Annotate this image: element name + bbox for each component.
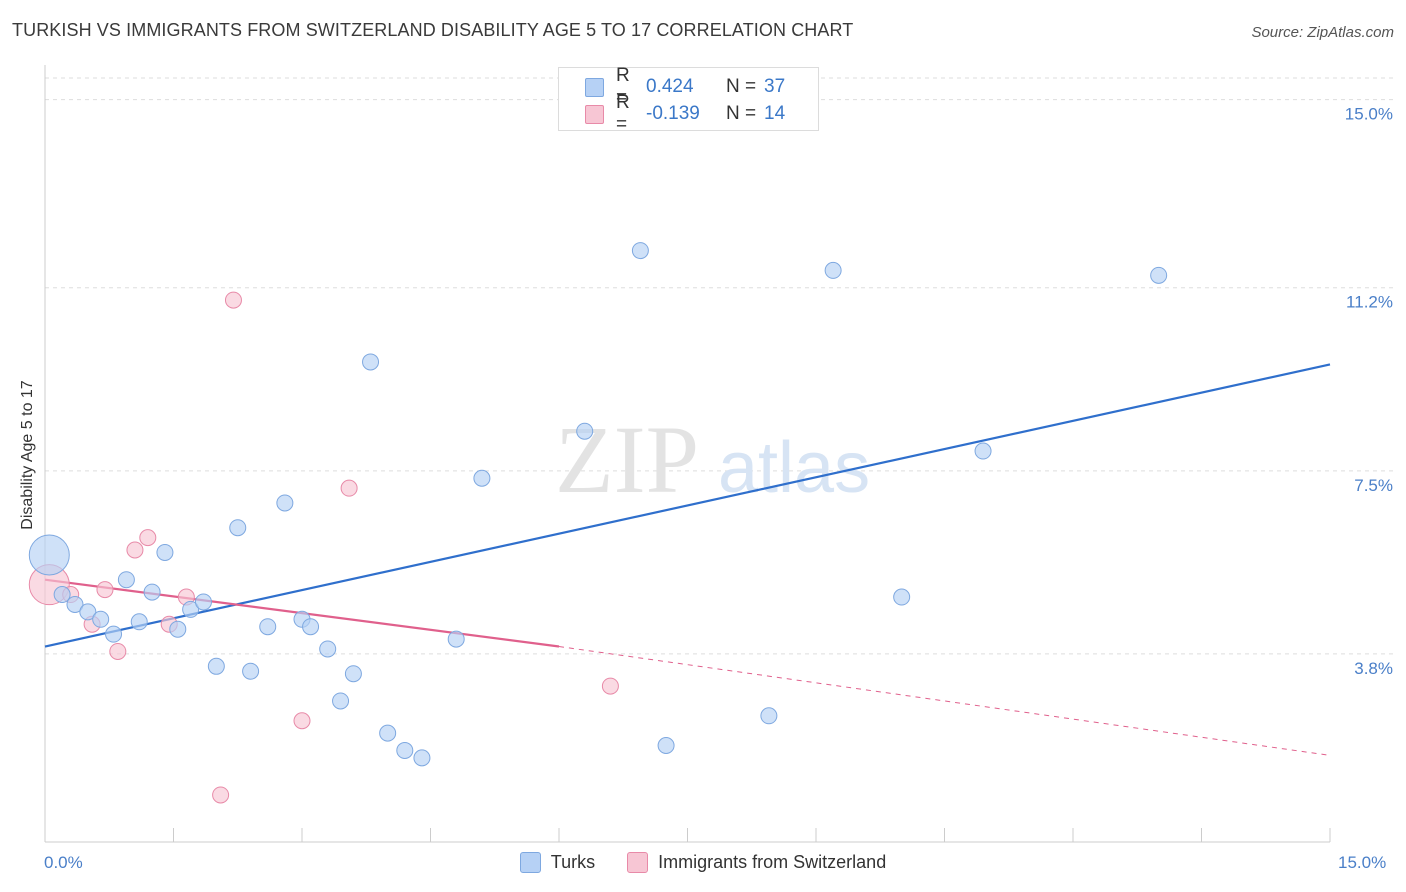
source-label: Source: ZipAtlas.com [1251,24,1394,41]
axes [44,65,1331,843]
legend-swatch-swiss [585,104,604,124]
legend-r-label: R = [616,92,630,135]
point-turks [92,610,110,628]
legend-r-value: -0.139 [646,103,700,124]
point-turks [276,494,294,512]
y-tick-label: 7.5% [1354,476,1393,495]
point-turks [182,600,200,618]
point-turks [169,620,187,638]
point-turks [657,736,675,754]
point-turks [28,534,70,576]
series-legend-turks: Turks [519,852,596,873]
watermark: ZIP atlas [555,406,870,513]
data-points [28,242,1168,804]
point-swiss [126,541,144,559]
watermark-atlas: atlas [718,428,870,508]
legend-row-swiss: R = -0.139 N = 14 [585,92,786,135]
series-swatch-turks [519,852,541,873]
point-turks [143,583,161,601]
legend-n-value: 37 [764,76,786,97]
point-swiss [293,712,311,730]
legend-n-label: N = [726,76,757,97]
point-turks [396,741,414,759]
point-turks [156,543,174,561]
point-swiss [340,479,358,497]
point-turks [207,657,225,675]
y-tick-label: 15.0% [1345,105,1393,124]
point-swiss [109,642,127,660]
y-axis-label: Disability Age 5 to 17 [19,380,36,530]
trend-line-swiss-extrapolated [558,646,1331,756]
point-turks [974,442,992,460]
point-swiss [96,581,114,599]
point-turks [631,242,649,260]
legend-r-label: R = [616,65,630,108]
gridlines [45,77,1395,655]
point-turks [79,603,97,621]
point-turks [413,749,431,767]
point-turks [130,613,148,631]
legend-r-value: 0.424 [646,76,694,97]
point-turks [893,588,911,606]
point-turks [344,665,362,683]
point-turks [117,571,135,589]
series-legend: Turks Immigrants from Switzerland [0,852,1406,873]
point-turks [576,422,594,440]
point-turks [379,724,397,742]
point-turks [1150,266,1168,284]
chart-title: TURKISH VS IMMIGRANTS FROM SWITZERLAND D… [12,20,854,40]
series-label-turks: Turks [550,852,596,872]
point-turks [53,586,71,604]
point-swiss [224,291,242,309]
point-turks [824,261,842,279]
point-turks [229,519,247,537]
point-turks [473,469,491,487]
point-turks [194,593,212,611]
point-turks [66,595,84,613]
y-tick-label: 11.2% [1346,293,1393,312]
trend-line-turks [44,363,1331,648]
point-turks [302,618,320,636]
point-turks [332,692,350,710]
y-tick-labels: 3.8% 7.5% 11.2% 15.0% [1345,105,1393,678]
x-tick-label-min: 0.0% [44,853,83,872]
point-turks [362,353,380,371]
legend-row-turks: R = 0.424 N = 37 [585,65,786,108]
point-turks [259,618,277,636]
legend-n-label: N = [726,103,757,124]
point-turks [105,625,123,643]
legend-n-value: 14 [764,103,786,124]
point-turks [760,707,778,725]
x-tick-label-max: 15.0% [1338,853,1387,872]
series-legend-swiss: Immigrants from Switzerland [627,852,886,873]
point-turks [447,630,465,648]
series-swatch-swiss [627,852,649,873]
legend-swatch-turks [585,77,604,97]
point-swiss [601,677,619,695]
correlation-legend: R = 0.424 N = 37 R = -0.139 N = 14 [558,65,819,135]
point-turks [319,640,337,658]
point-swiss [212,786,230,804]
point-swiss [139,529,157,547]
watermark-zip: ZIP [555,406,699,513]
series-label-swiss: Immigrants from Switzerland [658,852,887,872]
point-turks [242,662,260,680]
y-tick-label: 3.8% [1354,659,1393,678]
